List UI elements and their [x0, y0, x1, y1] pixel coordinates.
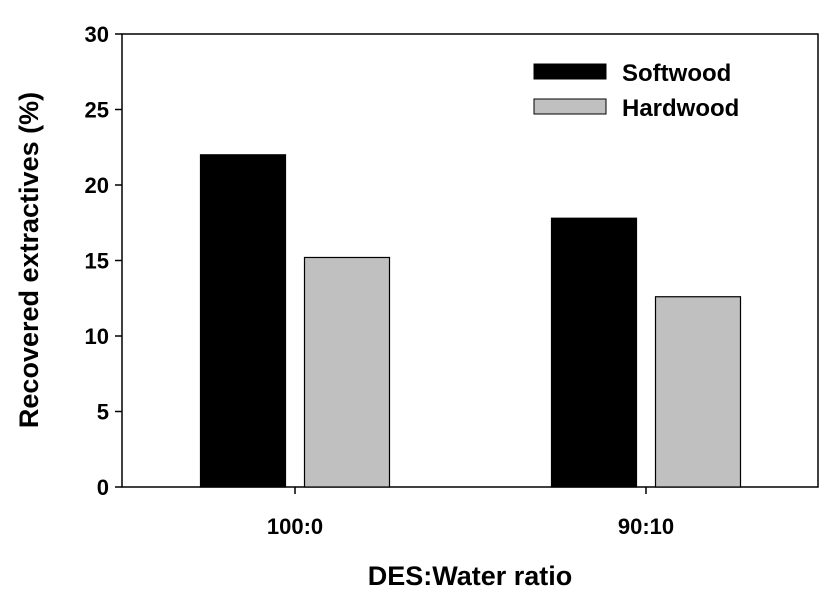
y-tick-label: 0	[97, 475, 109, 500]
x-axis: 100:0 90:10	[267, 487, 674, 539]
y-tick-label: 15	[85, 249, 109, 274]
bar-hardwood-100-0	[303, 256, 391, 488]
x-tick-label: 100:0	[267, 514, 323, 539]
bar-hardwood-90-10	[654, 296, 742, 488]
bar-softwood-90-10	[550, 217, 638, 488]
y-tick-label: 10	[85, 324, 109, 349]
y-tick-label: 25	[85, 98, 109, 123]
y-tick-label: 30	[85, 22, 109, 47]
x-axis-title: DES:Water ratio	[368, 561, 573, 591]
y-axis: 0 5 10 15 20 25 30	[85, 22, 122, 500]
y-tick-label: 5	[97, 400, 109, 425]
legend-swatch-hardwood	[533, 98, 607, 115]
legend-label-hardwood: Hardwood	[622, 95, 739, 122]
x-tick-label: 90:10	[618, 514, 674, 539]
legend-swatch-softwood	[533, 63, 607, 80]
y-tick-label: 20	[85, 173, 109, 198]
legend: Softwood Hardwood	[533, 60, 739, 122]
bar-softwood-100-0	[199, 154, 287, 488]
legend-label-softwood: Softwood	[622, 60, 731, 87]
bars	[199, 154, 742, 488]
y-axis-title: Recovered extractives (%)	[14, 92, 44, 428]
